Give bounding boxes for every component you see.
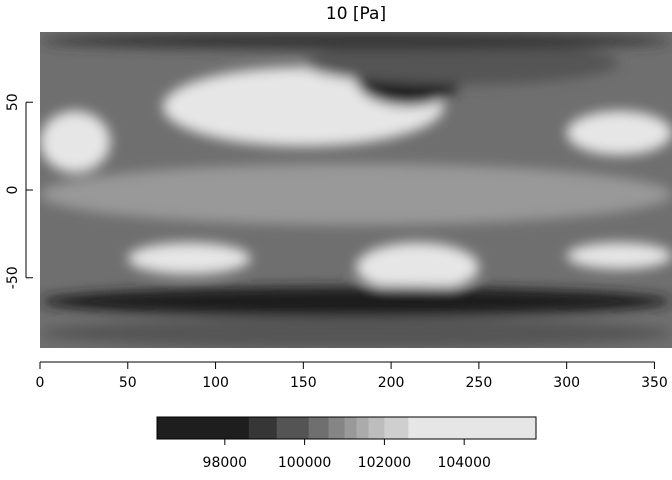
colorbar-legend: 98000 100000 102000 104000 bbox=[156, 416, 537, 471]
y-axis: -50 0 50 bbox=[5, 93, 33, 289]
x-tick-label: 350 bbox=[641, 375, 668, 391]
heatmap-region-southern-ocean-low bbox=[40, 286, 672, 317]
colorbar-level bbox=[368, 417, 385, 439]
heatmap-region-tropical-band bbox=[40, 163, 672, 226]
heatmap-region-south-atlantic-high bbox=[566, 242, 672, 269]
x-tick-label: 0 bbox=[36, 375, 45, 391]
colorbar-level bbox=[356, 417, 369, 439]
x-tick-label: 250 bbox=[466, 375, 493, 391]
colorbar-tick-label: 104000 bbox=[437, 455, 490, 471]
colorbar-level bbox=[157, 417, 250, 439]
colorbar-tick-label: 100000 bbox=[278, 455, 331, 471]
chart-title: 10 [Pa] bbox=[326, 4, 386, 24]
x-axis: 0 50 100 150 200 250 300 350 bbox=[36, 361, 668, 391]
colorbar-level bbox=[384, 417, 409, 439]
colorbar-frame bbox=[156, 416, 537, 440]
x-tick-label: 50 bbox=[119, 375, 137, 391]
colorbar-level bbox=[276, 417, 310, 439]
heatmap-region-aleutian-low-edge bbox=[303, 40, 620, 85]
y-tick-label: -50 bbox=[5, 266, 21, 289]
x-tick-label: 150 bbox=[290, 375, 317, 391]
colorbar-level bbox=[308, 417, 330, 439]
heatmap-region-arctic-rim bbox=[40, 32, 672, 50]
colorbar-tick-label: 98000 bbox=[203, 455, 248, 471]
colorbar-level bbox=[328, 417, 346, 439]
colorbar-level bbox=[344, 417, 357, 439]
heatmap-region-south-pacific-high bbox=[356, 242, 479, 292]
heatmap-region-antarctic-rim bbox=[40, 318, 672, 348]
y-tick-label: 0 bbox=[5, 186, 21, 195]
plot-area bbox=[40, 32, 672, 348]
colorbar-tick-label: 102000 bbox=[358, 455, 411, 471]
heatmap-region-north-atlantic-high bbox=[566, 111, 672, 155]
x-tick-label: 100 bbox=[202, 375, 229, 391]
x-tick-label: 200 bbox=[378, 375, 405, 391]
x-tick-label: 300 bbox=[553, 375, 580, 391]
y-tick-label: 50 bbox=[5, 93, 21, 111]
heatmap-region-south-indian-high bbox=[127, 242, 251, 275]
colorbar-level bbox=[248, 417, 278, 439]
heatmap-region-north-africa-high bbox=[40, 111, 111, 173]
colorbar-level bbox=[408, 417, 537, 439]
